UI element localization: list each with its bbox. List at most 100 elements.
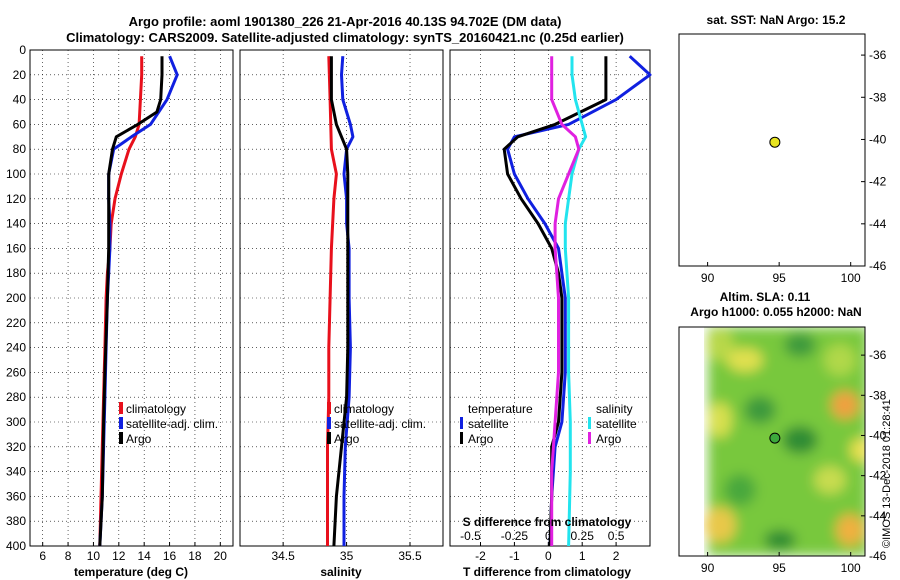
- sla-map-ticks: 90 95 100 -36 -38 -40 -42 -44 -46: [701, 348, 887, 575]
- x-tick-label: 35.5: [398, 549, 422, 563]
- x-tick-label: 16: [163, 549, 177, 563]
- y-tick-label: 260: [6, 365, 26, 379]
- diff-legend-label-sal-argo: Argo: [596, 432, 622, 446]
- sla-field: [704, 327, 865, 556]
- diff-legend-swatch-sal-sat: [588, 417, 591, 429]
- top-tick-label: -0.5: [460, 529, 481, 543]
- x-tick-label: 2: [613, 549, 620, 563]
- salinity-x-ticks: 34.5 35 35.5: [271, 542, 422, 563]
- map-x-tick-label: 95: [772, 561, 786, 575]
- y-tick-label: 400: [6, 539, 26, 553]
- y-tick-label: 140: [6, 217, 26, 231]
- sla-blob: [708, 402, 732, 438]
- sal-legend-label-climatology: climatology: [334, 402, 394, 416]
- sst-map-frame: [678, 33, 866, 267]
- salinity-legend: climatology satellite-adj. clim. Argo: [327, 402, 426, 446]
- y-tick-label: 120: [6, 192, 26, 206]
- sla-blob: [814, 466, 846, 494]
- x-tick-label: 34.5: [271, 549, 295, 563]
- sal-legend-swatch-argo: [327, 432, 331, 444]
- legend-swatch-satellite: [119, 417, 123, 429]
- series-climatology: [326, 56, 338, 546]
- y-tick-label: 20: [13, 68, 27, 82]
- temperature-xlabel: temperature (deg C): [74, 565, 188, 579]
- map-x-tick-label: 90: [701, 561, 715, 575]
- map-y-tick-label: -44: [869, 509, 887, 523]
- y-tick-label: 280: [6, 390, 26, 404]
- y-tick-label: 80: [13, 142, 27, 156]
- map-y-tick-label: -42: [869, 175, 887, 189]
- temperature-y-ticks: 0 20 40 60 80 100 120 140 160 180 200 220 240 260 280 3…: [6, 43, 26, 553]
- y-tick-label: 340: [6, 465, 26, 479]
- sla-blob: [824, 344, 856, 376]
- difference-x-ticks: -2 -1 0 1 2: [475, 542, 620, 563]
- y-tick-label: 0: [19, 43, 26, 57]
- x-tick-label: 6: [39, 549, 46, 563]
- title-line-2: Climatology: CARS2009. Satellite-adjuste…: [66, 30, 624, 45]
- diff-legend-swatch-sal-argo: [588, 432, 591, 444]
- salinity-xlabel: salinity: [320, 565, 362, 579]
- y-tick-label: 240: [6, 341, 26, 355]
- sla-field-blobs: [704, 327, 865, 556]
- difference-legend: temperature satellite Argo salinity sate…: [460, 402, 637, 446]
- imos-credit: ©IMOS 13-Dec-2018 01:28:41: [881, 399, 893, 548]
- y-tick-label: 360: [6, 489, 26, 503]
- sla-blob: [784, 333, 816, 357]
- temperature-legend: climatology satellite-adj. clim. Argo: [119, 402, 218, 446]
- y-tick-label: 100: [6, 167, 26, 181]
- sst-argo-position-marker: [769, 136, 781, 148]
- sla-blob: [764, 530, 796, 550]
- top-tick-label: 0.5: [608, 529, 625, 543]
- sal-legend-swatch-satellite: [327, 417, 331, 429]
- series-temperature-argo: [502, 56, 608, 547]
- sla-map-panel: Altim. SLA: 0.11 Argo h1000: 0.055 h2000…: [678, 290, 887, 575]
- legend-swatch-argo: [119, 432, 123, 444]
- legend-title-salinity: salinity: [596, 402, 633, 416]
- map-y-tick-label: -38: [869, 90, 887, 104]
- legend-swatch-climatology: [119, 402, 123, 414]
- y-tick-label: 300: [6, 415, 26, 429]
- temperature-lines: [98, 55, 179, 547]
- x-tick-label: 20: [214, 549, 228, 563]
- sla-blob: [831, 391, 859, 419]
- sla-blob: [744, 396, 776, 424]
- sst-map-ticks: 90 95 100 -36 -38 -40 -42 -44 -46: [701, 48, 887, 285]
- top-tick-label: 0.25: [571, 529, 595, 543]
- x-tick-label: 1: [579, 549, 586, 563]
- difference-xlabel: T difference from climatology: [463, 565, 631, 579]
- sal-legend-label-satellite: satellite-adj. clim.: [334, 417, 426, 431]
- legend-label-satellite: satellite-adj. clim.: [126, 417, 218, 431]
- series-temperature-satellite: [506, 55, 652, 547]
- map-y-tick-label: -38: [869, 388, 887, 402]
- x-tick-label: -1: [509, 549, 520, 563]
- y-tick-label: 220: [6, 316, 26, 330]
- series-argo: [98, 56, 164, 547]
- series-argo: [329, 56, 350, 547]
- sla-blob: [836, 514, 864, 546]
- sla-blob: [724, 474, 756, 506]
- salinity-grid: [240, 50, 443, 546]
- y-tick-label: 200: [6, 291, 26, 305]
- map-x-tick-label: 95: [772, 271, 786, 285]
- sla-map-title-2: Argo h1000: 0.055 h2000: NaN: [690, 305, 861, 319]
- y-tick-label: 60: [13, 117, 27, 131]
- sst-map-panel: sat. SST: NaN Argo: 15.2 90 95 100 -36 -38 -4…: [678, 13, 887, 285]
- y-tick-label: 180: [6, 266, 26, 280]
- y-tick-label: 40: [13, 93, 27, 107]
- x-tick-label: 35: [340, 549, 354, 563]
- salinity-lines: [326, 56, 355, 547]
- diff-legend-label-sal-sat: satellite: [596, 417, 637, 431]
- difference-top-xlabel: S difference from climatology: [463, 515, 632, 529]
- title-line-1: Argo profile: aoml 1901380_226 21-Apr-20…: [129, 14, 562, 29]
- sal-legend-swatch-climatology: [327, 402, 331, 414]
- temperature-grid: [30, 50, 233, 546]
- map-y-tick-label: -40: [869, 132, 887, 146]
- legend-title-temperature: temperature: [468, 402, 533, 416]
- sla-map-frame: [678, 326, 866, 557]
- legend-label-climatology: climatology: [126, 402, 186, 416]
- temperature-panel: 0 20 40 60 80 100 120 140 160 180 200 220 240 260 280 3…: [6, 43, 234, 579]
- map-x-tick-label: 100: [841, 271, 861, 285]
- salinity-panel: 34.5 35 35.5 salinity climatology satellit…: [239, 49, 444, 579]
- x-tick-label: 18: [188, 549, 202, 563]
